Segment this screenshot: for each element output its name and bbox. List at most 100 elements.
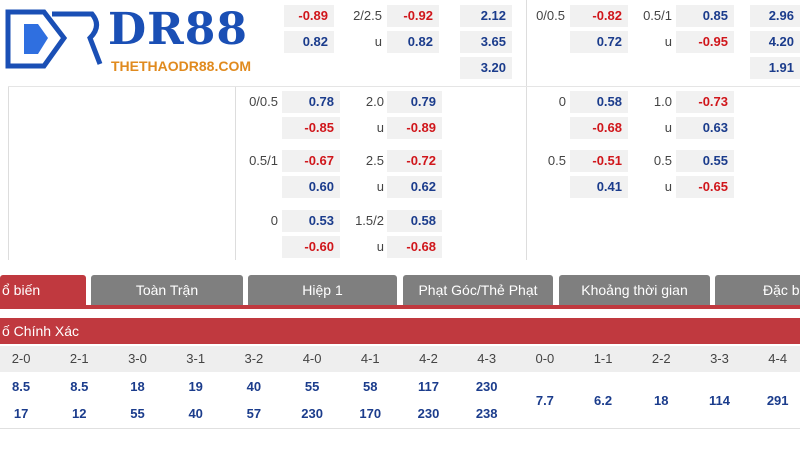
score-header-cell: 2-2 [651,351,671,366]
column-divider [526,0,527,260]
odds-cell[interactable]: -0.65 [676,176,734,198]
score-header-cell: 3-0 [128,351,147,366]
score-odds-home[interactable]: 40 [246,379,262,394]
odds-cell[interactable]: 0.58 [387,210,442,232]
odds-cell[interactable]: -0.67 [282,150,340,172]
score-odds-home[interactable]: 55 [304,379,320,394]
tab-time-period[interactable]: Khoảng thời gian [559,275,710,305]
score-odds-home[interactable]: 6.2 [594,393,613,408]
under-label: u [664,179,672,194]
handicap-label: 1.0 [653,94,672,109]
score-header-cell: 3-3 [710,351,729,366]
odds-cell[interactable]: -0.60 [282,236,340,258]
odds-cell[interactable]: 0.82 [387,31,439,53]
score-odds-away[interactable]: 55 [130,406,145,421]
score-odds-home[interactable]: 7.7 [535,393,554,408]
logo-brand: DR88 [108,4,248,55]
handicap-label: 0 [270,213,278,228]
score-header-cell: 2-1 [69,351,89,366]
odds-cell[interactable]: 1.91 [750,57,800,79]
odds-cell[interactable]: -0.95 [676,31,734,53]
odds-cell[interactable]: -0.89 [284,5,334,27]
score-header-cell: 3-2 [244,351,264,366]
handicap-label: 2.0 [365,94,384,109]
score-odds-home[interactable]: 19 [188,379,203,394]
score-odds-away[interactable]: 238 [475,406,498,421]
score-odds-home[interactable]: 117 [417,379,439,394]
under-label: u [664,34,672,49]
score-header-cell: 4-1 [360,351,380,366]
odds-cell[interactable]: 0.78 [282,91,340,113]
score-header-cell: 0-0 [535,351,555,366]
tab-first-half[interactable]: Hiệp 1 [248,275,397,305]
score-header-cell: 4-4 [768,351,788,366]
odds-cell[interactable]: 2.12 [460,5,512,27]
odds-cell[interactable]: -0.73 [676,91,734,113]
odds-cell[interactable]: 3.20 [460,57,512,79]
odds-cell[interactable]: -0.51 [570,150,628,172]
odds-cell[interactable]: -0.68 [387,236,442,258]
odds-cell[interactable]: 0.55 [676,150,734,172]
handicap-label: 0/0.5 [249,94,278,109]
handicap-label: 0/0.5 [536,8,565,23]
tab-specials[interactable]: Đặc b [715,275,800,305]
odds-cell[interactable]: 0.82 [284,31,334,53]
score-header-cell: 4-0 [302,351,322,366]
tab-popular[interactable]: ổ biến [0,275,86,305]
odds-cell[interactable]: -0.68 [570,117,628,139]
score-odds-away[interactable]: 12 [72,406,87,421]
score-odds-home[interactable]: 8.5 [70,379,89,394]
odds-cell[interactable]: 0.62 [387,176,442,198]
odds-cell[interactable]: 3.65 [460,31,512,53]
score-odds-away[interactable]: 40 [188,406,203,421]
odds-cell[interactable]: 0.85 [676,5,734,27]
odds-cell[interactable]: 0.72 [570,31,628,53]
odds-cell[interactable]: 0.79 [387,91,442,113]
score-odds-away[interactable]: 57 [246,406,262,421]
score-odds-home[interactable]: 291 [766,393,789,408]
score-odds-away[interactable]: 170 [359,406,382,421]
under-label: u [374,34,382,49]
odds-cell[interactable]: -0.85 [282,117,340,139]
score-odds-home[interactable]: 58 [363,379,378,394]
handicap-label: 1.5/2 [355,213,384,228]
tab-underline [0,305,800,309]
odds-cell[interactable]: 0.53 [282,210,340,232]
handicap-label: 0 [558,94,566,109]
score-odds-away[interactable]: 230 [417,406,440,421]
score-odds-home[interactable]: 18 [654,393,669,408]
under-label: u [376,239,384,254]
table-bottom-border [0,428,800,429]
handicap-label: 2/2.5 [353,8,382,23]
tab-full-match[interactable]: Toàn Trận [91,275,243,305]
score-header-row [0,346,800,372]
odds-cell[interactable]: 0.63 [676,117,734,139]
tab-corners-cards[interactable]: Phạt Góc/Thẻ Phạt [403,275,553,305]
score-odds-away[interactable]: 17 [13,406,29,421]
handicap-label: 0.5 [547,153,566,168]
odds-cell[interactable]: 4.20 [750,31,800,53]
odds-cell[interactable]: 0.60 [282,176,340,198]
logo-site: THETHAODR88.COM [111,58,252,74]
section-title: ố Chính Xác [2,323,80,339]
score-odds-away[interactable]: 230 [301,406,323,421]
score-odds-home[interactable]: 18 [130,379,145,394]
score-odds-home[interactable]: 8.5 [12,379,31,394]
score-header-cell: 3-1 [186,351,206,366]
logo-emblem-icon [5,9,103,69]
handicap-label: 0.5/1 [643,8,672,23]
odds-cell[interactable]: -0.72 [387,150,442,172]
odds-cell[interactable]: -0.89 [387,117,442,139]
section-header[interactable]: ố Chính Xác [0,318,800,344]
score-header-cell: 1-1 [593,351,613,366]
under-label: u [376,179,384,194]
odds-cell[interactable]: -0.92 [387,5,439,27]
score-odds-home[interactable]: 114 [708,393,730,408]
odds-cell[interactable]: 0.41 [570,176,628,198]
score-odds-home[interactable]: 230 [475,379,498,394]
handicap-label: 0.5/1 [249,153,278,168]
logo: DR88 THETHAODR88.COM [0,0,255,82]
odds-cell[interactable]: 2.96 [750,5,800,27]
odds-cell[interactable]: -0.82 [570,5,628,27]
odds-cell[interactable]: 0.58 [570,91,628,113]
